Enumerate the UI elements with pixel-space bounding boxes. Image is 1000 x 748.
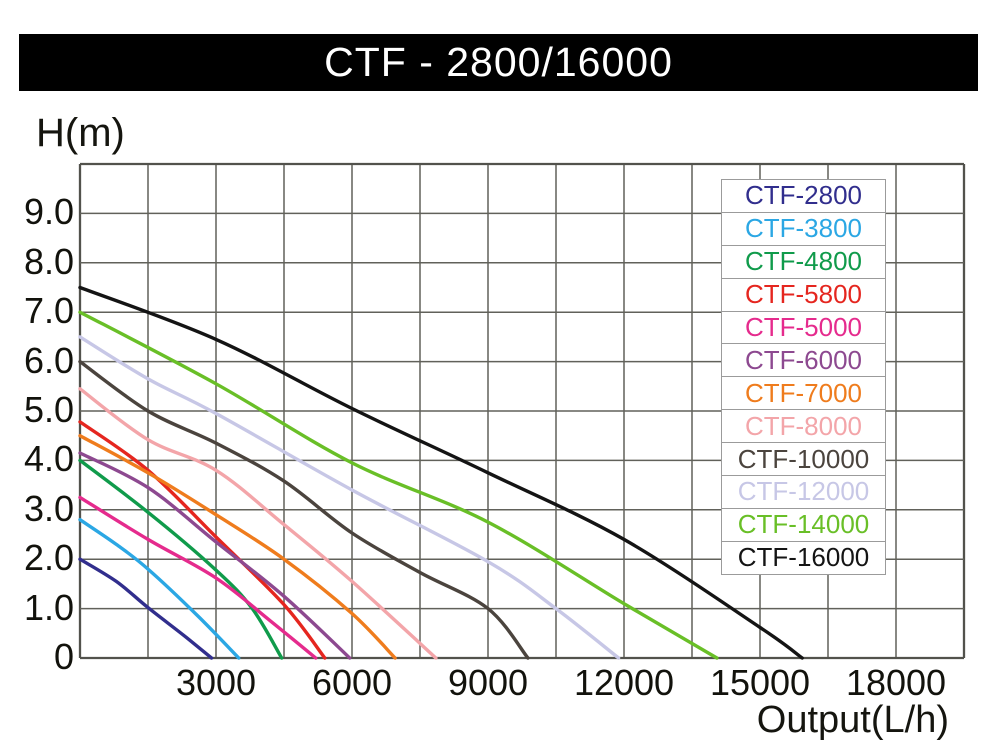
curve-ctf-8000	[78, 387, 438, 660]
y-tick-label: 2.0	[23, 537, 74, 579]
legend-item-label: CTF-5800	[744, 279, 863, 310]
y-tick-label: 7.0	[23, 290, 74, 332]
curve-ctf-3800	[78, 518, 241, 660]
y-axis-title: H(m)	[36, 111, 125, 155]
legend-item-ctf-4800: CTF-4800	[722, 245, 885, 279]
title-bar: CTF - 2800/16000	[19, 34, 978, 91]
legend-item-ctf-7000: CTF-7000	[722, 377, 885, 411]
curve-ctf-2800	[78, 557, 214, 660]
legend-item-ctf-10000: CTF-10000	[722, 443, 885, 477]
y-tick-label: 5.0	[23, 389, 74, 431]
plot-area: CTF-2800 CTF-3800 CTF-4800 CTF-5800 CTF-5000…	[78, 162, 966, 660]
x-tick-label: 6000	[311, 662, 393, 703]
legend-item-label: CTF-10000	[737, 443, 870, 474]
y-tick-label: 4.0	[23, 438, 74, 480]
legend-item-label: CTF-3800	[744, 213, 863, 244]
legend-item-ctf-2800: CTF-2800	[722, 180, 885, 213]
legend-item-ctf-6000: CTF-6000	[722, 344, 885, 378]
curve-ctf-4800	[78, 458, 284, 660]
x-tick-label: 18000	[845, 662, 947, 703]
x-tick-label: 9000	[447, 662, 529, 703]
legend-item-ctf-14000: CTF-14000	[722, 508, 885, 542]
legend-item-label: CTF-7000	[744, 377, 863, 408]
y-tick-label: 1.0	[23, 586, 74, 628]
curve-ctf-10000	[78, 359, 530, 660]
legend-item-label: CTF-8000	[744, 410, 863, 441]
legend-item-label: CTF-6000	[744, 344, 863, 375]
legend-item-ctf-5800: CTF-5800	[722, 278, 885, 312]
y-tick-label: 3.0	[23, 487, 74, 529]
x-tick-label: 12000	[573, 662, 675, 703]
y-tick-label: 6.0	[23, 339, 74, 381]
legend-item-ctf-5000: CTF-5000	[722, 311, 885, 345]
legend-item-ctf-12000: CTF-12000	[722, 476, 885, 509]
y-tick-label: 8.0	[23, 240, 74, 282]
legend-item-ctf-16000: CTF-16000	[722, 541, 885, 574]
curve-ctf-5800	[78, 420, 327, 660]
legend-item-ctf-3800: CTF-3800	[722, 212, 885, 246]
chart-title: CTF - 2800/16000	[324, 39, 673, 85]
curve-ctf-14000	[78, 310, 719, 660]
legend-item-label: CTF-12000	[737, 476, 870, 507]
legend-item-label: CTF-4800	[744, 246, 863, 277]
curve-ctf-6000	[78, 451, 352, 660]
x-tick-label: 3000	[175, 662, 257, 703]
y-tick-label: 0	[53, 636, 74, 678]
curve-ctf-12000	[78, 335, 621, 660]
y-tick-label: 9.0	[23, 191, 74, 233]
legend-item-label: CTF-14000	[737, 509, 870, 540]
legend: CTF-2800 CTF-3800 CTF-4800 CTF-5800 CTF-5000…	[721, 179, 886, 575]
legend-item-label: CTF-5000	[744, 312, 863, 342]
curve-ctf-5000	[78, 495, 318, 660]
x-axis-title: Output(L/h)	[756, 699, 949, 741]
legend-item-ctf-8000: CTF-8000	[722, 410, 885, 444]
legend-item-label: CTF-2800	[744, 180, 863, 211]
curve-ctf-7000	[78, 434, 397, 660]
curve-ctf-16000	[78, 285, 804, 660]
x-tick-label: 15000	[709, 662, 811, 703]
legend-item-label: CTF-16000	[737, 542, 870, 573]
